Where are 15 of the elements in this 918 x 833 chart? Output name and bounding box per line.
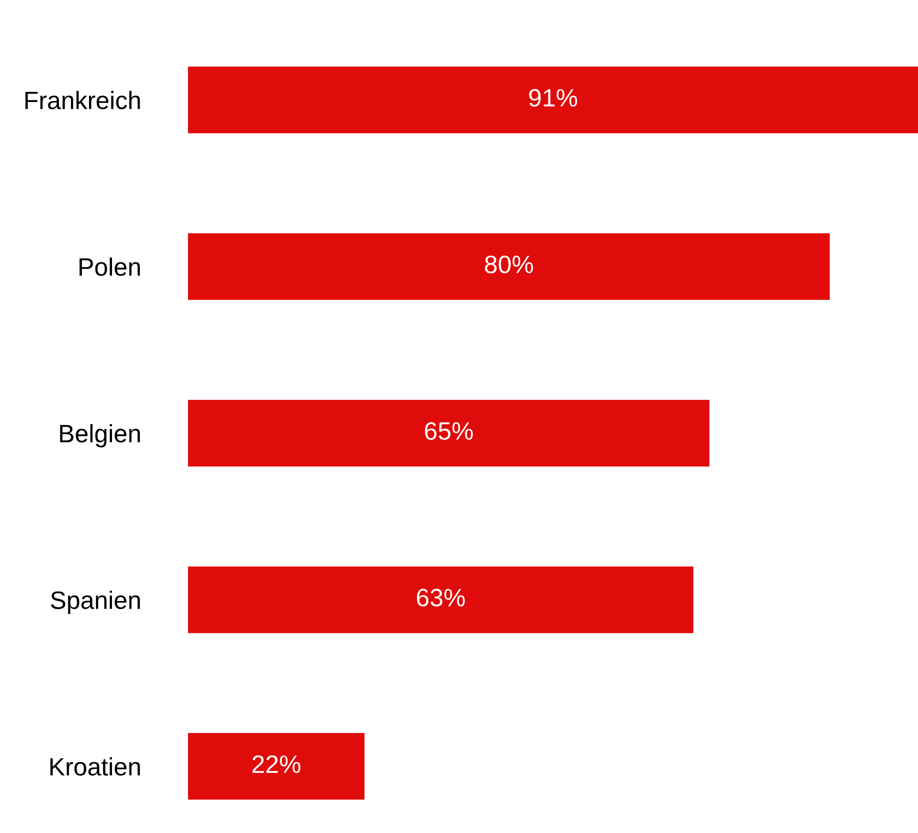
y-tick-label: Spanien <box>50 590 140 614</box>
data-label: 65% <box>424 422 473 440</box>
y-tick-label: Polen <box>80 258 140 276</box>
data-label: 63% <box>416 588 465 606</box>
y-tick-label: Belgien <box>60 424 140 448</box>
data-label: 80% <box>484 256 534 274</box>
data-label: 91% <box>529 88 578 107</box>
bar <box>188 400 710 466</box>
bar <box>188 566 694 634</box>
bar <box>188 733 364 800</box>
data-label: 22% <box>252 755 300 773</box>
y-tick-label: Kroatien <box>50 757 140 776</box>
y-tick-label: Frankreich <box>25 90 140 110</box>
bar <box>188 233 830 300</box>
bar <box>188 66 918 134</box>
